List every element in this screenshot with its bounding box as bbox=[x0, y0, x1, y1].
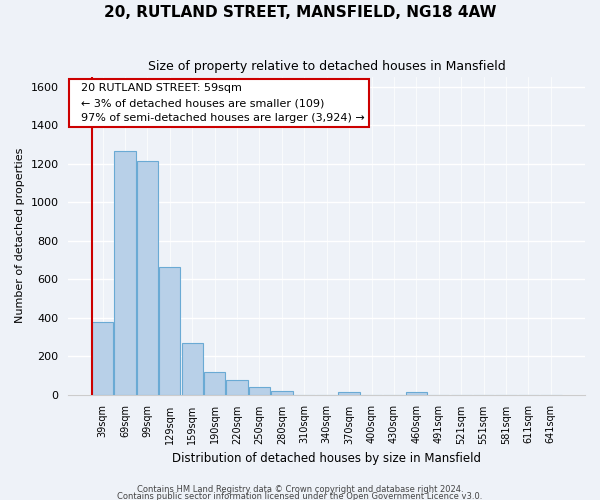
Text: Contains HM Land Registry data © Crown copyright and database right 2024.: Contains HM Land Registry data © Crown c… bbox=[137, 486, 463, 494]
Text: 20, RUTLAND STREET, MANSFIELD, NG18 4AW: 20, RUTLAND STREET, MANSFIELD, NG18 4AW bbox=[104, 5, 496, 20]
Bar bbox=[182, 342, 203, 394]
Text: Contains public sector information licensed under the Open Government Licence v3: Contains public sector information licen… bbox=[118, 492, 482, 500]
Bar bbox=[92, 322, 113, 394]
X-axis label: Distribution of detached houses by size in Mansfield: Distribution of detached houses by size … bbox=[172, 452, 481, 465]
Bar bbox=[115, 151, 136, 394]
Bar bbox=[137, 160, 158, 394]
Bar bbox=[338, 392, 360, 394]
Bar bbox=[249, 388, 270, 394]
Bar bbox=[159, 266, 181, 394]
Bar bbox=[226, 380, 248, 394]
Text: 20 RUTLAND STREET: 59sqm
  ← 3% of detached houses are smaller (109)
  97% of se: 20 RUTLAND STREET: 59sqm ← 3% of detache… bbox=[74, 84, 364, 123]
Bar bbox=[271, 390, 293, 394]
Bar bbox=[204, 372, 225, 394]
Y-axis label: Number of detached properties: Number of detached properties bbox=[15, 148, 25, 324]
Title: Size of property relative to detached houses in Mansfield: Size of property relative to detached ho… bbox=[148, 60, 506, 73]
Bar bbox=[406, 392, 427, 394]
